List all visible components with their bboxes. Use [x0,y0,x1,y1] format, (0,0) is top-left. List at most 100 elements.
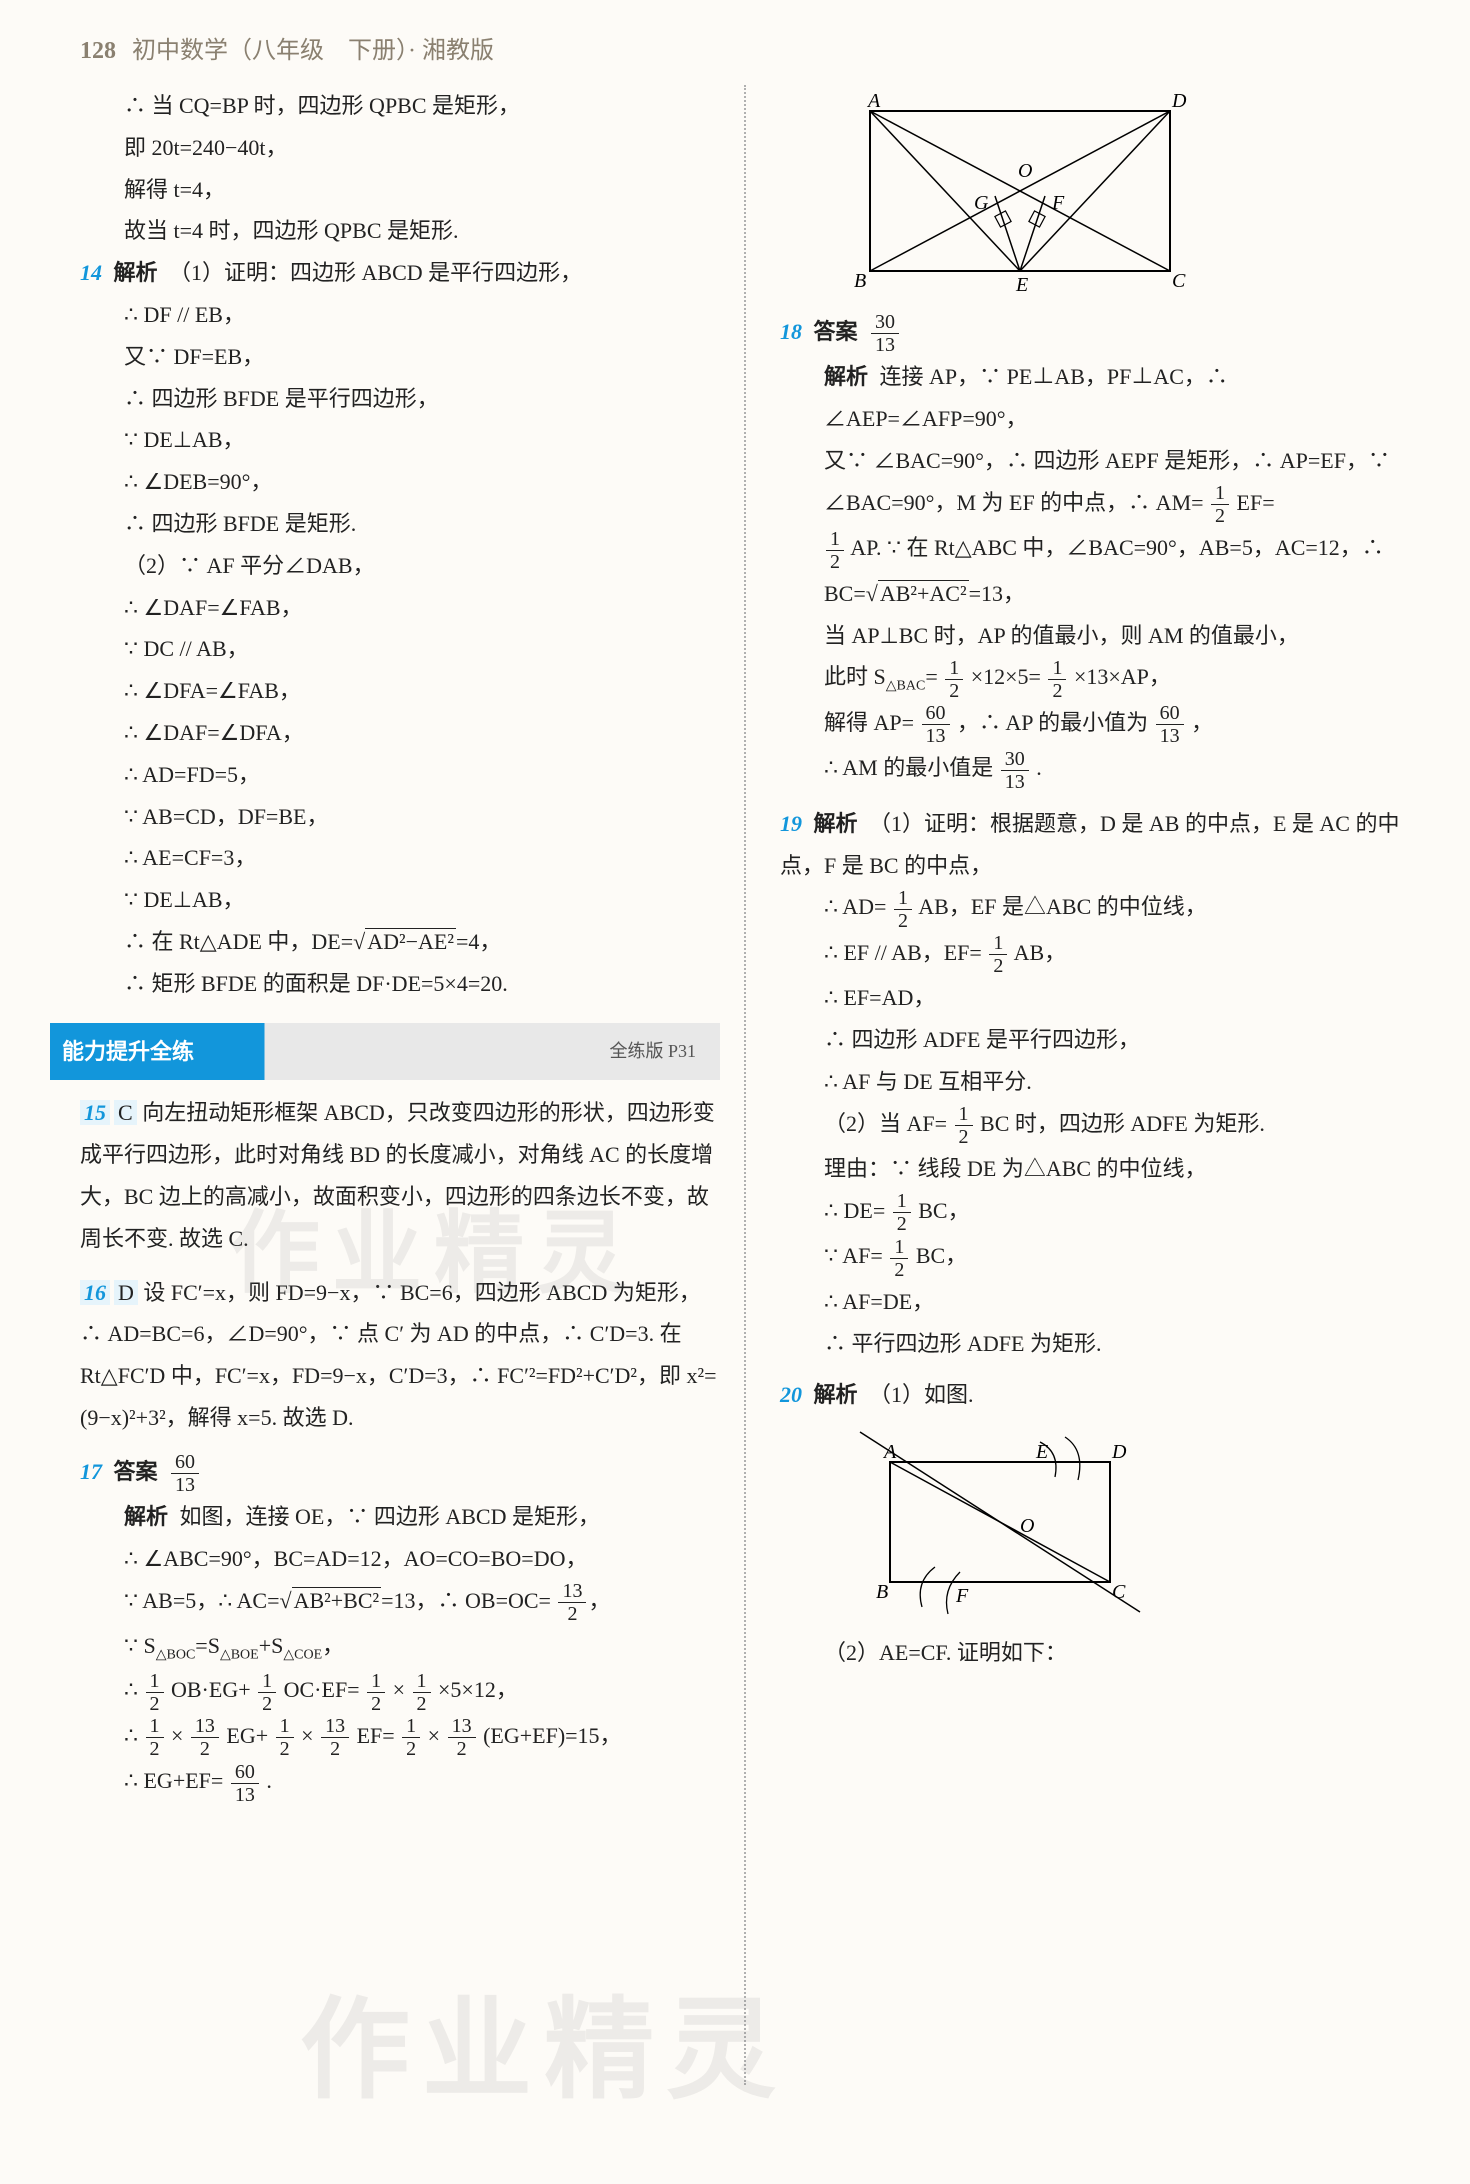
text-line: ∴ ∠DAF=∠FAB， [124,587,720,629]
text-line: ∴ AF=DE， [824,1281,1420,1323]
text-line: 此时 S△BAC= 12 ×12×5= 12 ×13×AP， [824,656,1420,701]
question-number: 17 [80,1459,102,1484]
text-line: （2）AE=CF. 证明如下： [780,1632,1420,1674]
text-line: （1）证明：根据题意，D 是 AB 的中点，E 是 AC 的中点，F 是 BC … [780,811,1399,878]
text-line: ∵ AB=CD，DF=BE， [124,796,720,838]
fraction: 3013 [871,311,899,356]
question-number: 19 [780,811,802,836]
text-line: ∴ 四边形 BFDE 是平行四边形， [124,378,720,420]
text-line: ∴ DE= 12 BC， [824,1190,1420,1235]
columns: ∴ 当 CQ=BP 时，四边形 QPBC 是矩形， 即 20t=240−40t，… [50,85,1420,2085]
svg-text:C: C [1112,1581,1126,1603]
answer-choice: C [114,1100,137,1125]
text-line: ∵ DE⊥AB， [124,419,720,461]
q14: 14 解析 （1）证明：四边形 ABCD 是平行四边形， ∴ DF // EB，… [80,252,720,1004]
page: 作业精灵 作业精灵 128 初中数学（八年级 下册）· 湘教版 ∴ 当 CQ=B… [0,0,1470,2184]
svg-text:C: C [1172,270,1186,292]
svg-text:A: A [866,91,881,112]
svg-text:D: D [1111,1441,1127,1463]
text-line: ∴ 平行四边形 ADFE 为矩形. [824,1323,1420,1365]
banner-ref: 全练版 P31 [609,1034,708,1068]
svg-text:B: B [876,1581,888,1603]
q16: 16D 设 FC′=x，则 FD=9−x，∵ BC=6，四边形 ABCD 为矩形… [80,1272,720,1439]
q20: 20 解析 （1）如图. A D B C E F [780,1374,1420,1674]
rectangle-diagram: A D B C E O G F [840,91,1200,301]
banner-title: 能力提升全练 [62,1031,194,1073]
label-analysis: 解析 [824,364,868,389]
page-header: 128 初中数学（八年级 下册）· 湘教版 [50,30,1420,65]
question-number: 16 [80,1280,110,1305]
svg-text:O: O [1018,160,1032,182]
text-line: 如图，连接 OE，∵ 四边形 ABCD 是矩形， [180,1504,600,1529]
text-line: ∴ 12 × 132 EG+ 12 × 132 EF= 12 × 132 (EG… [124,1715,720,1760]
column-divider [744,85,746,2085]
fraction: 6013 [171,1451,199,1496]
text-line: ∵ DC // AB， [124,628,720,670]
label-answer: 答案 [814,319,858,344]
text-line: ∴ ∠DAF=∠DFA， [124,712,720,754]
text-line: 当 AP⊥BC 时，AP 的值最小，则 AM 的值最小， [824,615,1420,657]
svg-text:A: A [882,1441,897,1463]
left-column: ∴ 当 CQ=BP 时，四边形 QPBC 是矩形， 即 20t=240−40t，… [50,85,720,2085]
q15: 15C 向左扭动矩形框架 ABCD，只改变四边形的形状，四边形变成平行四边形，此… [80,1092,720,1259]
right-column: A D B C E O G F 18 答案 3013 解析 连接 AP，∵ PE… [770,85,1420,2085]
header-title: 初中数学（八年级 下册）· 湘教版 [132,38,494,64]
text-line: 向左扭动矩形框架 ABCD，只改变四边形的形状，四边形变成平行四边形，此时对角线… [80,1100,715,1250]
answer-choice: D [114,1280,138,1305]
text-line: ∵ AF= 12 BC， [824,1235,1420,1280]
label-analysis: 解析 [114,260,158,285]
question-number: 15 [80,1100,110,1125]
intro-block: ∴ 当 CQ=BP 时，四边形 QPBC 是矩形， 即 20t=240−40t，… [80,85,720,252]
text-line: ∴ ∠ABC=90°，BC=AD=12，AO=CO=BO=DO， [124,1538,720,1580]
page-number: 128 [80,38,116,64]
text-line: 故当 t=4 时，四边形 QPBC 是矩形. [124,210,720,252]
svg-text:D: D [1171,91,1187,112]
svg-text:F: F [1051,192,1065,214]
text-line: ∴ 在 Rt△ADE 中，DE=√AD²−AE²=4， [124,921,720,963]
label-analysis: 解析 [124,1504,168,1529]
text-line: 解得 t=4， [124,169,720,211]
svg-text:G: G [974,192,989,214]
q19: 19 解析 （1）证明：根据题意，D 是 AB 的中点，E 是 AC 的中点，F… [780,803,1420,1365]
svg-text:E: E [1015,274,1028,296]
section-banner: 能力提升全练 全练版 P31 [50,1023,720,1081]
text-line: ∴ AF 与 DE 互相平分. [824,1061,1420,1103]
text-line: （1）如图. [869,1382,974,1407]
svg-text:O: O [1020,1515,1034,1537]
svg-text:E: E [1035,1441,1048,1463]
text-line: ∴ 四边形 ADFE 是平行四边形， [824,1019,1420,1061]
text-line: 12 AP. ∵ 在 Rt△ABC 中，∠BAC=90°，AB=5，AC=12，… [824,527,1420,614]
text-line: 即 20t=240−40t， [124,127,720,169]
text-line: ∴ ∠DEB=90°， [124,461,720,503]
text-line: 设 FC′=x，则 FD=9−x，∵ BC=6，四边形 ABCD 为矩形，∴ A… [80,1280,717,1430]
text-line: ∴ EG+EF= 6013 . [124,1760,720,1805]
label-analysis: 解析 [814,1382,858,1407]
text-line: 解得 AP= 6013 ，∴ AP 的最小值为 6013 ， [824,702,1420,747]
text-line: ∵ DE⊥AB， [124,879,720,921]
text-line: ∴ ∠DFA=∠FAB， [124,670,720,712]
text-line: 又∵ ∠BAC=90°，∴ 四边形 AEPF 是矩形，∴ AP=EF，∵ ∠BA… [824,440,1420,527]
text-line: ∴ 当 CQ=BP 时，四边形 QPBC 是矩形， [124,85,720,127]
text-line: （1）证明：四边形 ABCD 是平行四边形， [169,260,582,285]
question-number: 18 [780,319,802,344]
text-line: ∴ AE=CF=3， [124,837,720,879]
text-line: 又∵ DF=EB， [124,336,720,378]
construction-diagram: A D B C E F O [840,1422,1160,1622]
text-line: ∴ AD= 12 AB，EF 是△ABC 的中位线， [824,886,1420,931]
text-line: ∴ AD=FD=5， [124,754,720,796]
svg-text:B: B [854,270,866,292]
text-line: ∴ DF // EB， [124,294,720,336]
text-line: ∴ 12 OB·EG+ 12 OC·EF= 12 × 12 ×5×12， [124,1669,720,1714]
q18: 18 答案 3013 解析 连接 AP，∵ PE⊥AB，PF⊥AC，∴ ∠AEP… [780,311,1420,793]
label-answer: 答案 [114,1459,158,1484]
text-line: 连接 AP，∵ PE⊥AB，PF⊥AC，∴ ∠AEP=∠AFP=90°， [824,364,1228,431]
text-line: ∴ 矩形 BFDE 的面积是 DF·DE=5×4=20. [124,963,720,1005]
text-line: （2）∵ AF 平分∠DAB， [124,545,720,587]
text-line: ∵ AB=5，∴ AC=√AB²+BC²=13，∴ OB=OC= 132， [124,1580,720,1625]
text-line: ∴ EF=AD， [824,977,1420,1019]
sqrt-expr: AD²−AE² [365,928,456,954]
text-line: ∵ S△BOC=S△BOE+S△COE， [124,1625,720,1669]
q17: 17 答案 6013 解析 如图，连接 OE，∵ 四边形 ABCD 是矩形， ∴… [80,1451,720,1806]
svg-text:F: F [955,1585,969,1607]
text-line: ∴ 四边形 BFDE 是矩形. [124,503,720,545]
